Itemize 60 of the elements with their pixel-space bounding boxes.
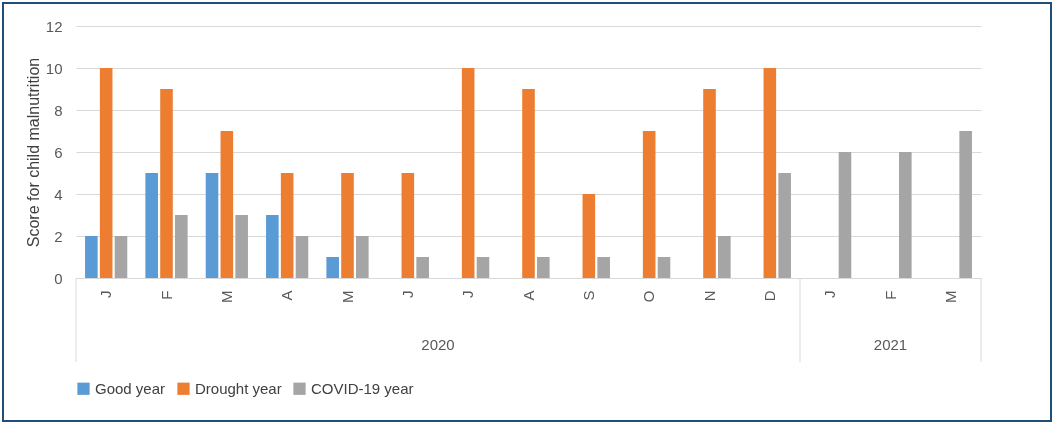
y-axis-title: Score for child malnutrition xyxy=(24,57,42,248)
y-tick-label: 10 xyxy=(45,59,63,77)
x-tick-label: J xyxy=(97,290,115,298)
x-tick-label: M xyxy=(217,290,235,303)
x-tick-label: N xyxy=(700,290,718,302)
bar xyxy=(959,131,972,278)
x-tick-label: M xyxy=(941,290,959,303)
x-tick-label: S xyxy=(579,290,597,301)
bar xyxy=(416,257,429,278)
legend-label: COVID-19 year xyxy=(311,379,414,397)
y-tick-label: 0 xyxy=(54,269,63,287)
bar xyxy=(220,131,234,278)
bar xyxy=(838,152,852,278)
bar xyxy=(703,89,716,278)
bar xyxy=(461,68,475,278)
bar xyxy=(642,131,656,278)
bar xyxy=(326,257,339,278)
bar xyxy=(718,236,731,278)
bar xyxy=(175,215,188,278)
y-tick-label: 2 xyxy=(54,227,63,245)
x-tick-label: A xyxy=(278,290,296,301)
bar xyxy=(899,152,912,278)
bar xyxy=(205,173,219,278)
bar xyxy=(522,89,535,278)
legend-label: Drought year xyxy=(195,379,282,397)
x-tick-label: A xyxy=(519,290,537,301)
bar xyxy=(763,68,777,278)
x-tick-label: J xyxy=(821,290,839,298)
bar xyxy=(597,257,610,278)
bar xyxy=(537,257,550,278)
bar xyxy=(476,257,490,278)
bar xyxy=(114,236,128,278)
x-tick-label: F xyxy=(157,290,175,300)
x-tick-label: J xyxy=(398,290,416,298)
x-tick-label: M xyxy=(338,290,356,303)
bar xyxy=(341,173,354,278)
text: 2020 xyxy=(421,336,455,353)
y-tick-label: 6 xyxy=(54,143,63,161)
y-tick-label: 8 xyxy=(54,101,63,119)
bar xyxy=(295,236,309,278)
y-tick-label: 12 xyxy=(45,17,63,35)
y-tick-label: 4 xyxy=(54,185,63,203)
bar xyxy=(145,173,158,278)
bar xyxy=(99,68,113,278)
x-tick-label: D xyxy=(760,290,778,302)
bar xyxy=(235,215,248,278)
x-tick-label: F xyxy=(881,290,899,300)
x-tick-label: J xyxy=(459,290,477,298)
bar xyxy=(778,173,791,278)
bar xyxy=(280,173,294,278)
bar xyxy=(266,215,279,278)
legend-label: Good year xyxy=(95,379,166,397)
bar xyxy=(85,236,98,278)
bar xyxy=(160,89,173,278)
bar xyxy=(582,194,596,278)
bar xyxy=(657,257,671,278)
bar xyxy=(356,236,369,278)
x-tick-label: O xyxy=(640,290,658,303)
bar xyxy=(401,173,415,278)
text: 2021 xyxy=(873,336,908,353)
